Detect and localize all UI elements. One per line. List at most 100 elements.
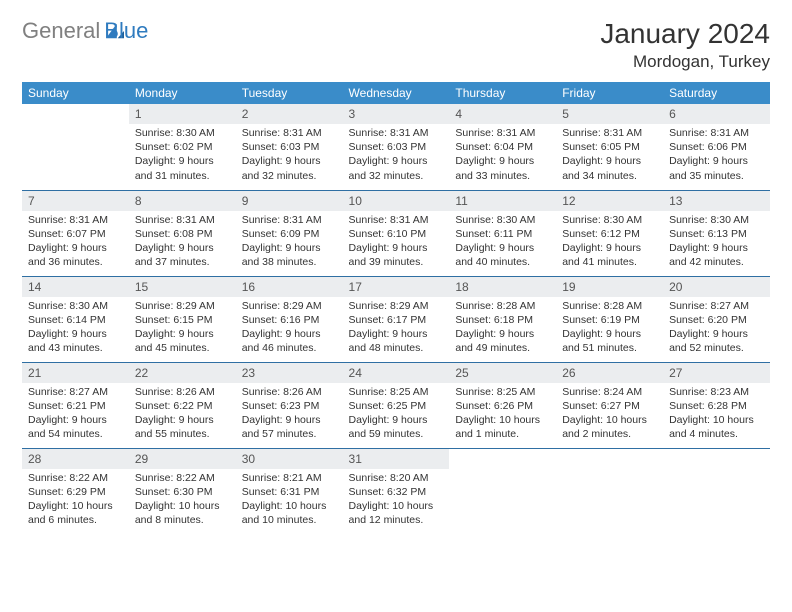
calendar-day-cell: 18Sunrise: 8:28 AMSunset: 6:18 PMDayligh… — [449, 276, 556, 362]
calendar-day-cell: 4Sunrise: 8:31 AMSunset: 6:04 PMDaylight… — [449, 104, 556, 190]
day-details: Sunrise: 8:31 AMSunset: 6:09 PMDaylight:… — [236, 211, 343, 274]
calendar-day-cell: 16Sunrise: 8:29 AMSunset: 6:16 PMDayligh… — [236, 276, 343, 362]
calendar-week-row: 7Sunrise: 8:31 AMSunset: 6:07 PMDaylight… — [22, 190, 770, 276]
day-number: 4 — [449, 104, 556, 124]
weekday-header: Tuesday — [236, 82, 343, 104]
calendar-day-cell: 2Sunrise: 8:31 AMSunset: 6:03 PMDaylight… — [236, 104, 343, 190]
day-details: Sunrise: 8:25 AMSunset: 6:25 PMDaylight:… — [343, 383, 450, 446]
day-number: 29 — [129, 449, 236, 469]
calendar-day-cell: 6Sunrise: 8:31 AMSunset: 6:06 PMDaylight… — [663, 104, 770, 190]
day-details: Sunrise: 8:29 AMSunset: 6:16 PMDaylight:… — [236, 297, 343, 360]
day-details: Sunrise: 8:31 AMSunset: 6:05 PMDaylight:… — [556, 124, 663, 187]
calendar-day-cell: 9Sunrise: 8:31 AMSunset: 6:09 PMDaylight… — [236, 190, 343, 276]
calendar-day-cell: 22Sunrise: 8:26 AMSunset: 6:22 PMDayligh… — [129, 362, 236, 448]
calendar-day-cell — [22, 104, 129, 190]
day-details: Sunrise: 8:24 AMSunset: 6:27 PMDaylight:… — [556, 383, 663, 446]
weekday-header-row: SundayMondayTuesdayWednesdayThursdayFrid… — [22, 82, 770, 104]
day-number: 3 — [343, 104, 450, 124]
day-details: Sunrise: 8:27 AMSunset: 6:20 PMDaylight:… — [663, 297, 770, 360]
weekday-header: Wednesday — [343, 82, 450, 104]
day-number: 24 — [343, 363, 450, 383]
day-number: 15 — [129, 277, 236, 297]
calendar-day-cell: 11Sunrise: 8:30 AMSunset: 6:11 PMDayligh… — [449, 190, 556, 276]
day-details: Sunrise: 8:31 AMSunset: 6:08 PMDaylight:… — [129, 211, 236, 274]
day-number: 26 — [556, 363, 663, 383]
calendar-day-cell: 31Sunrise: 8:20 AMSunset: 6:32 PMDayligh… — [343, 448, 450, 534]
day-details: Sunrise: 8:27 AMSunset: 6:21 PMDaylight:… — [22, 383, 129, 446]
calendar-day-cell: 29Sunrise: 8:22 AMSunset: 6:30 PMDayligh… — [129, 448, 236, 534]
calendar-body: 1Sunrise: 8:30 AMSunset: 6:02 PMDaylight… — [22, 104, 770, 534]
day-details: Sunrise: 8:31 AMSunset: 6:04 PMDaylight:… — [449, 124, 556, 187]
day-number: 27 — [663, 363, 770, 383]
calendar-week-row: 1Sunrise: 8:30 AMSunset: 6:02 PMDaylight… — [22, 104, 770, 190]
calendar-day-cell: 27Sunrise: 8:23 AMSunset: 6:28 PMDayligh… — [663, 362, 770, 448]
day-details: Sunrise: 8:22 AMSunset: 6:29 PMDaylight:… — [22, 469, 129, 532]
logo-text-1: General — [22, 18, 100, 44]
weekday-header: Sunday — [22, 82, 129, 104]
day-details: Sunrise: 8:31 AMSunset: 6:06 PMDaylight:… — [663, 124, 770, 187]
calendar-week-row: 21Sunrise: 8:27 AMSunset: 6:21 PMDayligh… — [22, 362, 770, 448]
day-details: Sunrise: 8:28 AMSunset: 6:19 PMDaylight:… — [556, 297, 663, 360]
day-number: 7 — [22, 191, 129, 211]
day-number: 14 — [22, 277, 129, 297]
day-details: Sunrise: 8:25 AMSunset: 6:26 PMDaylight:… — [449, 383, 556, 446]
calendar-table: SundayMondayTuesdayWednesdayThursdayFrid… — [22, 82, 770, 534]
day-number: 16 — [236, 277, 343, 297]
logo-text-2: Blue — [104, 18, 148, 44]
day-details: Sunrise: 8:30 AMSunset: 6:02 PMDaylight:… — [129, 124, 236, 187]
logo: General Blue — [22, 18, 148, 44]
calendar-week-row: 14Sunrise: 8:30 AMSunset: 6:14 PMDayligh… — [22, 276, 770, 362]
day-details: Sunrise: 8:22 AMSunset: 6:30 PMDaylight:… — [129, 469, 236, 532]
day-details: Sunrise: 8:31 AMSunset: 6:07 PMDaylight:… — [22, 211, 129, 274]
day-number: 21 — [22, 363, 129, 383]
day-number: 17 — [343, 277, 450, 297]
calendar-day-cell: 1Sunrise: 8:30 AMSunset: 6:02 PMDaylight… — [129, 104, 236, 190]
calendar-day-cell: 13Sunrise: 8:30 AMSunset: 6:13 PMDayligh… — [663, 190, 770, 276]
calendar-day-cell — [663, 448, 770, 534]
calendar-day-cell: 24Sunrise: 8:25 AMSunset: 6:25 PMDayligh… — [343, 362, 450, 448]
calendar-day-cell: 26Sunrise: 8:24 AMSunset: 6:27 PMDayligh… — [556, 362, 663, 448]
day-details: Sunrise: 8:31 AMSunset: 6:10 PMDaylight:… — [343, 211, 450, 274]
day-details: Sunrise: 8:31 AMSunset: 6:03 PMDaylight:… — [343, 124, 450, 187]
day-number: 11 — [449, 191, 556, 211]
day-number: 25 — [449, 363, 556, 383]
weekday-header: Saturday — [663, 82, 770, 104]
day-number: 13 — [663, 191, 770, 211]
day-number: 1 — [129, 104, 236, 124]
day-details: Sunrise: 8:20 AMSunset: 6:32 PMDaylight:… — [343, 469, 450, 532]
weekday-header: Monday — [129, 82, 236, 104]
day-details: Sunrise: 8:29 AMSunset: 6:15 PMDaylight:… — [129, 297, 236, 360]
calendar-day-cell: 30Sunrise: 8:21 AMSunset: 6:31 PMDayligh… — [236, 448, 343, 534]
calendar-day-cell: 25Sunrise: 8:25 AMSunset: 6:26 PMDayligh… — [449, 362, 556, 448]
day-number: 5 — [556, 104, 663, 124]
location-label: Mordogan, Turkey — [600, 52, 770, 72]
calendar-day-cell: 8Sunrise: 8:31 AMSunset: 6:08 PMDaylight… — [129, 190, 236, 276]
calendar-day-cell: 7Sunrise: 8:31 AMSunset: 6:07 PMDaylight… — [22, 190, 129, 276]
day-details: Sunrise: 8:31 AMSunset: 6:03 PMDaylight:… — [236, 124, 343, 187]
calendar-day-cell: 23Sunrise: 8:26 AMSunset: 6:23 PMDayligh… — [236, 362, 343, 448]
day-details: Sunrise: 8:21 AMSunset: 6:31 PMDaylight:… — [236, 469, 343, 532]
day-number: 12 — [556, 191, 663, 211]
calendar-day-cell: 19Sunrise: 8:28 AMSunset: 6:19 PMDayligh… — [556, 276, 663, 362]
day-details: Sunrise: 8:29 AMSunset: 6:17 PMDaylight:… — [343, 297, 450, 360]
day-number: 28 — [22, 449, 129, 469]
weekday-header: Friday — [556, 82, 663, 104]
day-number: 30 — [236, 449, 343, 469]
day-details: Sunrise: 8:28 AMSunset: 6:18 PMDaylight:… — [449, 297, 556, 360]
day-number: 19 — [556, 277, 663, 297]
calendar-day-cell: 20Sunrise: 8:27 AMSunset: 6:20 PMDayligh… — [663, 276, 770, 362]
day-details: Sunrise: 8:30 AMSunset: 6:13 PMDaylight:… — [663, 211, 770, 274]
calendar-day-cell: 17Sunrise: 8:29 AMSunset: 6:17 PMDayligh… — [343, 276, 450, 362]
calendar-day-cell: 14Sunrise: 8:30 AMSunset: 6:14 PMDayligh… — [22, 276, 129, 362]
calendar-day-cell — [556, 448, 663, 534]
day-number: 6 — [663, 104, 770, 124]
day-number: 8 — [129, 191, 236, 211]
day-number: 18 — [449, 277, 556, 297]
header: General Blue January 2024 Mordogan, Turk… — [22, 18, 770, 72]
day-details: Sunrise: 8:23 AMSunset: 6:28 PMDaylight:… — [663, 383, 770, 446]
calendar-day-cell: 3Sunrise: 8:31 AMSunset: 6:03 PMDaylight… — [343, 104, 450, 190]
day-number: 10 — [343, 191, 450, 211]
day-details: Sunrise: 8:30 AMSunset: 6:14 PMDaylight:… — [22, 297, 129, 360]
calendar-week-row: 28Sunrise: 8:22 AMSunset: 6:29 PMDayligh… — [22, 448, 770, 534]
calendar-day-cell: 21Sunrise: 8:27 AMSunset: 6:21 PMDayligh… — [22, 362, 129, 448]
